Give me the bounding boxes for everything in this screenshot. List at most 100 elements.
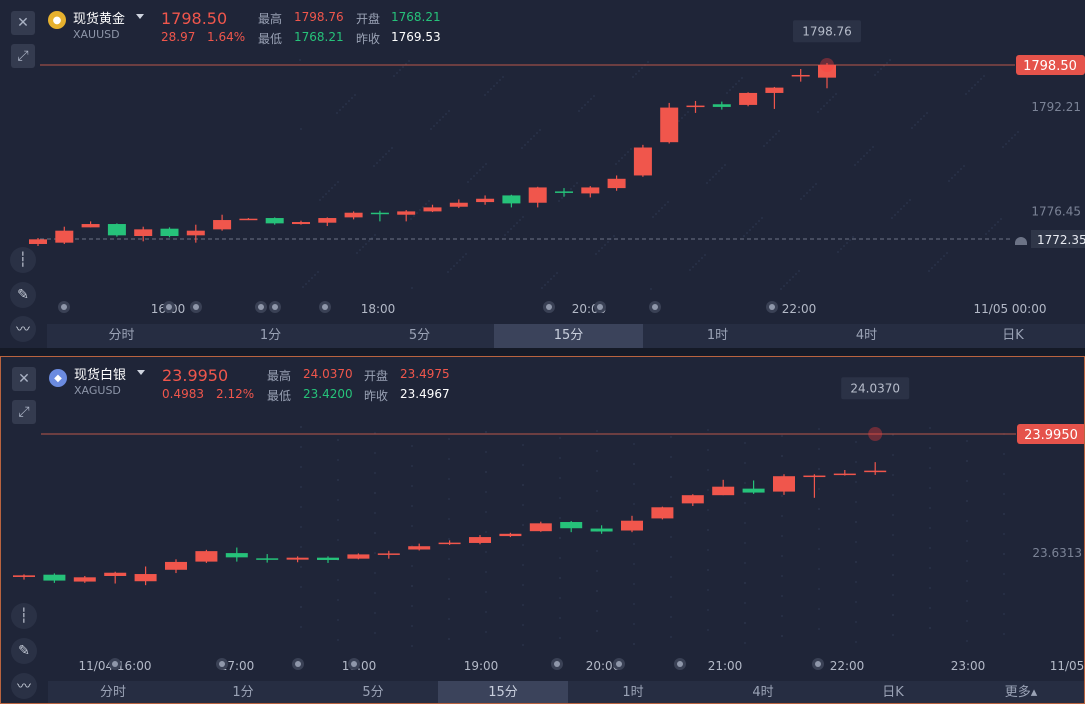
- map-dot: [448, 598, 450, 600]
- map-dot: [300, 466, 302, 468]
- candle-type-icon[interactable]: ┆: [10, 247, 36, 273]
- map-dot: [374, 612, 376, 614]
- close-icon[interactable]: ✕: [11, 11, 35, 35]
- tab-timeline[interactable]: 分时: [99, 685, 126, 700]
- map-dot: [931, 267, 933, 269]
- map-dot: [670, 556, 672, 558]
- candle-body: [13, 575, 35, 577]
- gold-name[interactable]: 现货黄金: [73, 12, 126, 27]
- close-icon[interactable]: ✕: [12, 367, 36, 391]
- map-dot: [724, 164, 726, 166]
- map-dot: [670, 496, 672, 498]
- chevron-down-icon[interactable]: [137, 370, 145, 375]
- map-dot: [772, 136, 774, 138]
- map-dot: [300, 446, 302, 448]
- map-dot: [766, 142, 768, 144]
- map-dot: [658, 210, 660, 212]
- map-dot: [337, 439, 339, 441]
- tab-5min[interactable]: 5分: [362, 685, 384, 700]
- map-dot: [484, 94, 486, 96]
- current-price-tag: [1017, 424, 1084, 444]
- tab-daily[interactable]: 日K: [1002, 328, 1024, 343]
- map-dot: [789, 279, 791, 281]
- map-dot: [430, 128, 432, 130]
- tab-4hour[interactable]: 4时: [855, 328, 878, 343]
- map-dot: [319, 199, 321, 201]
- pane-divider[interactable]: [0, 348, 1085, 356]
- map-dot: [485, 631, 487, 633]
- map-dot: [485, 471, 487, 473]
- map-dot: [803, 195, 805, 197]
- tab-5min[interactable]: 5分: [408, 328, 431, 343]
- map-dot: [436, 122, 438, 124]
- map-dot: [855, 561, 857, 563]
- tab-4hour[interactable]: 4时: [752, 685, 774, 700]
- map-dot: [553, 275, 555, 277]
- map-dot: [966, 460, 968, 462]
- gold-price: 1798.50: [161, 9, 228, 28]
- map-dot: [550, 278, 552, 280]
- indicator-icon[interactable]: 〰: [11, 673, 37, 699]
- map-dot: [948, 180, 950, 182]
- indicator-icon[interactable]: 〰: [10, 316, 36, 342]
- pen-icon[interactable]: ✎: [11, 638, 37, 664]
- current-price-tag: [1016, 55, 1085, 75]
- map-dot: [906, 202, 908, 204]
- expand-icon[interactable]: ⤢: [12, 400, 36, 424]
- silver-name[interactable]: 现货白银: [74, 368, 127, 383]
- map-dot: [929, 507, 931, 509]
- map-dot: [818, 508, 820, 510]
- tab-1min[interactable]: 1分: [232, 685, 254, 700]
- tab-1min[interactable]: 1分: [259, 328, 282, 343]
- map-dot: [818, 488, 820, 490]
- pen-icon[interactable]: ✎: [10, 282, 36, 308]
- map-dot: [633, 483, 635, 485]
- gold-chart-pane[interactable]: 1798.501772.351792.211776.451798.7616:00…: [0, 0, 1085, 348]
- map-dot: [832, 96, 834, 98]
- map-dot: [817, 111, 819, 113]
- map-dot: [707, 489, 709, 491]
- candle-body: [29, 239, 47, 244]
- map-dot: [855, 541, 857, 543]
- map-dot: [860, 158, 862, 160]
- map-dot: [707, 449, 709, 451]
- chevron-down-icon[interactable]: [136, 14, 144, 19]
- expand-icon[interactable]: ⤢: [11, 44, 35, 68]
- tab-daily[interactable]: 日K: [882, 685, 904, 700]
- map-dot: [892, 454, 894, 456]
- candle-body: [377, 553, 400, 555]
- event-marker-dot: [769, 304, 775, 310]
- map-dot: [911, 127, 913, 129]
- tab-15min[interactable]: 15分: [438, 681, 568, 703]
- gold-open: 1768.21: [391, 10, 441, 24]
- map-dot: [379, 159, 381, 161]
- map-dot: [336, 112, 338, 114]
- gold-candlestick-chart[interactable]: 1798.501772.351792.211776.451798.7616:00…: [0, 0, 1085, 348]
- tab-1hour[interactable]: 1时: [706, 328, 729, 343]
- silver-open-label: 开盘: [364, 369, 389, 383]
- more-button[interactable]: 更多▴: [1004, 685, 1038, 700]
- map-dot: [781, 635, 783, 637]
- map-dot: [781, 575, 783, 577]
- map-dot: [581, 107, 583, 109]
- map-dot: [920, 118, 922, 120]
- map-dot: [300, 546, 302, 548]
- tab-timeline[interactable]: 分时: [108, 328, 135, 343]
- map-dot: [544, 284, 546, 286]
- map-dot: [667, 201, 669, 203]
- tab-15min[interactable]: 15分: [494, 324, 643, 348]
- event-marker-dot: [295, 661, 301, 667]
- tab-1hour[interactable]: 1时: [622, 685, 644, 700]
- map-dot: [928, 270, 930, 272]
- map-dot: [411, 645, 413, 647]
- candle-body: [165, 561, 187, 570]
- map-dot: [374, 472, 376, 474]
- map-dot: [337, 459, 339, 461]
- map-dot: [485, 611, 487, 613]
- candle-body: [344, 212, 363, 218]
- event-marker-dot: [616, 661, 622, 667]
- candle-type-icon[interactable]: ┆: [11, 603, 37, 629]
- map-dot: [855, 461, 857, 463]
